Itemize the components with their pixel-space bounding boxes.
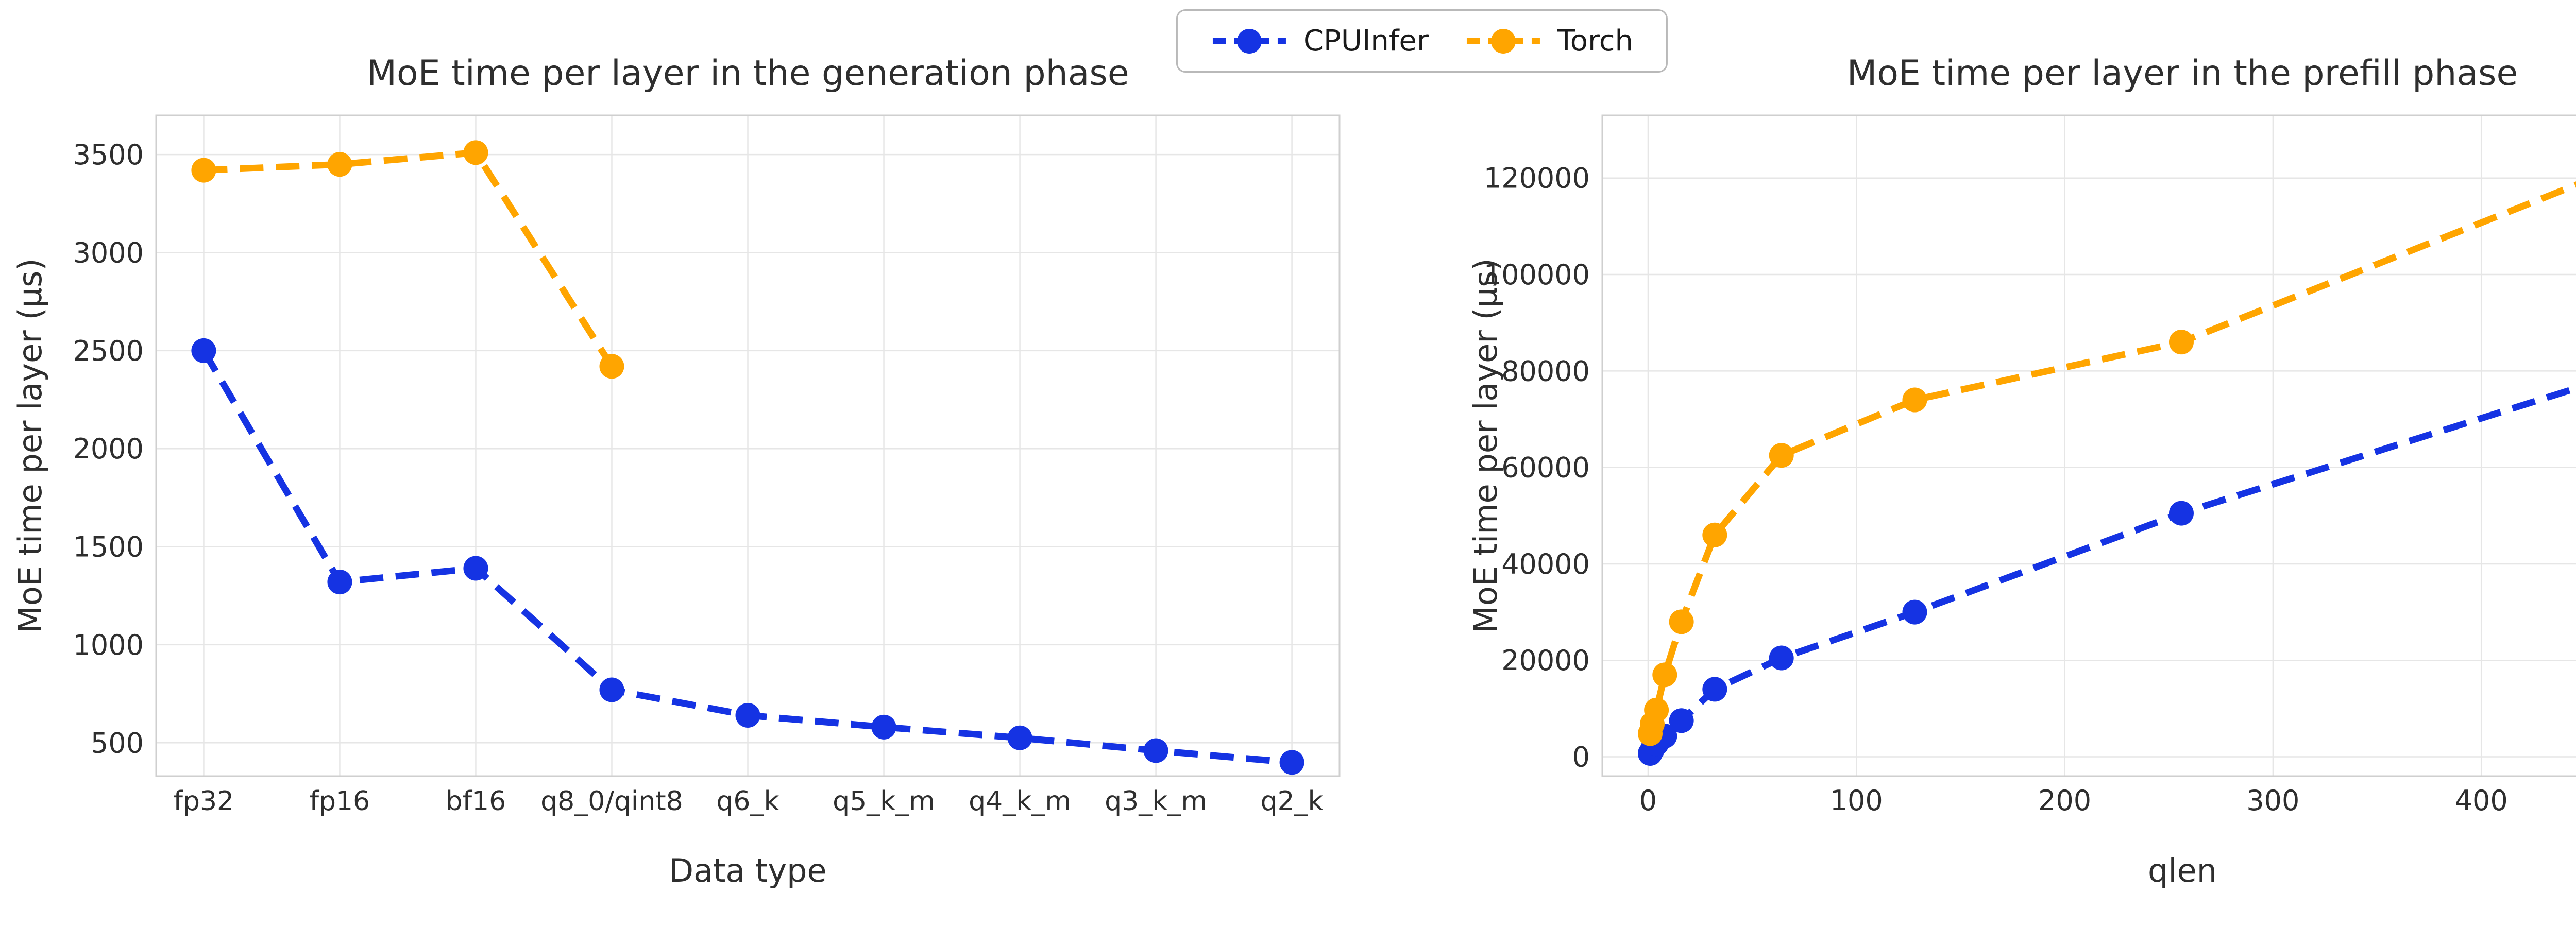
x-tick-label: fp16 <box>310 786 370 817</box>
data-point-marker-cpuinfer <box>599 677 624 702</box>
legend-item-torch: Torch <box>1465 24 1633 58</box>
series-line-cpuinfer <box>1647 385 2576 756</box>
y-tick-label: 100000 <box>1484 259 1590 291</box>
x-tick-label: q3_k_m <box>1105 786 1207 817</box>
data-point-marker-cpuinfer <box>1769 645 1794 671</box>
data-point-marker-cpuinfer <box>1143 738 1168 763</box>
x-tick-label: q6_k <box>716 786 779 817</box>
generation-chart-svg: 500 1000 1500 2000 2500 3000 3500 fp32 fp16 bf16 q… <box>11 53 1341 889</box>
data-point-marker-torch <box>1652 662 1677 688</box>
y-tick-label: 3500 <box>73 139 144 171</box>
x-tick-label: q2_k <box>1260 786 1323 817</box>
data-point-marker-cpuinfer <box>1669 708 1694 733</box>
prefill-chart-svg: 0 20000 40000 60000 80000 100000 120000 0 100 200… <box>1467 53 2576 889</box>
y-tick-label: 2000 <box>73 433 144 465</box>
x-axis-label: qlen <box>2148 852 2217 889</box>
x-tick-label: q8_0/qint8 <box>540 786 683 817</box>
plot-frame <box>155 114 1341 777</box>
legend-item-cpuinfer: CPUInfer <box>1211 24 1429 58</box>
y-axis-label: MoE time per layer (µs) <box>1467 258 1504 633</box>
data-point-marker-torch <box>599 354 624 379</box>
series-line-torch <box>1647 181 2576 734</box>
x-tick-label: 300 <box>2246 784 2299 817</box>
series-line-torch <box>204 149 615 368</box>
data-point-marker-torch <box>191 158 216 183</box>
y-tick-label: 1500 <box>73 531 144 563</box>
data-point-marker-cpuinfer <box>327 570 352 595</box>
x-tick-label: 100 <box>1830 784 1883 817</box>
data-point-marker-torch <box>1644 697 1669 723</box>
data-point-marker-cpuinfer <box>1279 750 1304 775</box>
data-point-marker-torch <box>327 152 352 177</box>
x-tick-label: q5_k_m <box>833 786 935 817</box>
cpuinfer-line-marker-icon <box>1212 28 1286 54</box>
legend-label-torch: Torch <box>1557 24 1634 58</box>
y-tick-label: 120000 <box>1484 162 1590 195</box>
data-point-marker-cpuinfer <box>735 702 760 728</box>
x-tick-label: fp32 <box>174 786 234 817</box>
torch-line-marker-icon <box>1467 28 1540 54</box>
x-tick-label: q4_k_m <box>969 786 1071 817</box>
y-tick-label: 40000 <box>1501 548 1590 580</box>
prefill-phase-chart: 0 20000 40000 60000 80000 100000 120000 0 100 200… <box>1391 0 2576 927</box>
chart-title: MoE time per layer in the generation pha… <box>366 53 1129 94</box>
y-tick-label: 3000 <box>73 236 144 269</box>
y-tick-label: 500 <box>91 727 144 759</box>
y-tick-label: 2500 <box>73 335 144 367</box>
legend-label-cpuinfer: CPUInfer <box>1303 24 1429 58</box>
data-point-marker-cpuinfer <box>2168 501 2194 526</box>
x-tick-label: 400 <box>2455 784 2508 817</box>
data-point-marker-cpuinfer <box>463 556 488 581</box>
data-point-marker-cpuinfer <box>1902 599 1927 625</box>
x-tick-label: 200 <box>2038 784 2091 817</box>
legend: CPUInfer Torch <box>1176 9 1668 73</box>
x-tick-label: 0 <box>1639 784 1657 817</box>
data-point-marker-torch <box>1702 522 1727 547</box>
data-point-marker-cpuinfer <box>1702 677 1727 702</box>
generation-phase-chart: 500 1000 1500 2000 2500 3000 3500 fp32 fp16 bf16 q… <box>11 53 1341 889</box>
data-point-marker-torch <box>1669 609 1694 634</box>
data-point-marker-torch <box>1902 387 1927 413</box>
plot-frame <box>1601 114 2576 777</box>
data-point-marker-cpuinfer <box>1007 725 1032 750</box>
y-tick-label: 0 <box>1572 741 1590 774</box>
data-point-marker-cpuinfer <box>871 714 896 740</box>
y-tick-label: 60000 <box>1501 452 1590 484</box>
x-tick-label: bf16 <box>446 786 506 817</box>
data-point-marker-torch <box>2168 330 2194 355</box>
data-point-marker-torch <box>463 140 488 165</box>
x-axis-label: Data type <box>669 852 826 889</box>
chart-title: MoE time per layer in the prefill phase <box>1847 53 2518 94</box>
data-point-marker-torch <box>1769 443 1794 468</box>
y-axis-label: MoE time per layer (µs) <box>11 258 49 633</box>
y-tick-label: 80000 <box>1501 355 1590 387</box>
y-tick-label: 1000 <box>73 629 144 661</box>
y-tick-label: 20000 <box>1501 644 1590 677</box>
data-point-marker-cpuinfer <box>191 338 216 363</box>
